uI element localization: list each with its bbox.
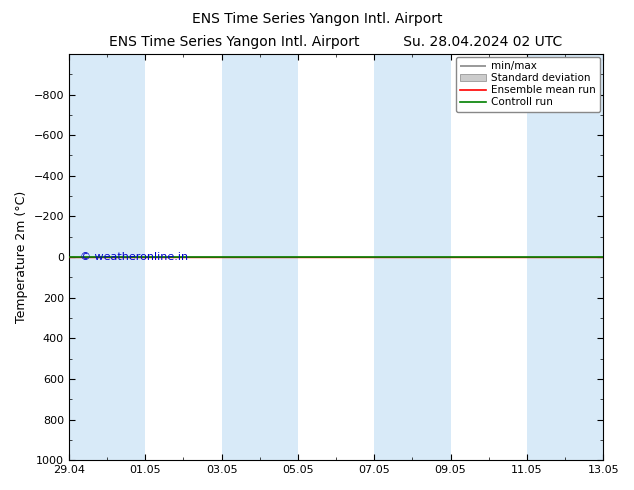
Bar: [527, 54, 603, 460]
Title: ENS Time Series Yangon Intl. Airport          Su. 28.04.2024 02 UTC: ENS Time Series Yangon Intl. Airport Su.…: [110, 35, 563, 49]
Text: © weatheronline.in: © weatheronline.in: [80, 252, 188, 262]
Legend: min/max, Standard deviation, Ensemble mean run, Controll run: min/max, Standard deviation, Ensemble me…: [456, 57, 600, 112]
Bar: [221, 54, 298, 460]
Bar: [374, 54, 451, 460]
Text: ENS Time Series Yangon Intl. Airport: ENS Time Series Yangon Intl. Airport: [191, 12, 443, 26]
Bar: [69, 54, 145, 460]
Y-axis label: Temperature 2m (°C): Temperature 2m (°C): [15, 191, 28, 323]
